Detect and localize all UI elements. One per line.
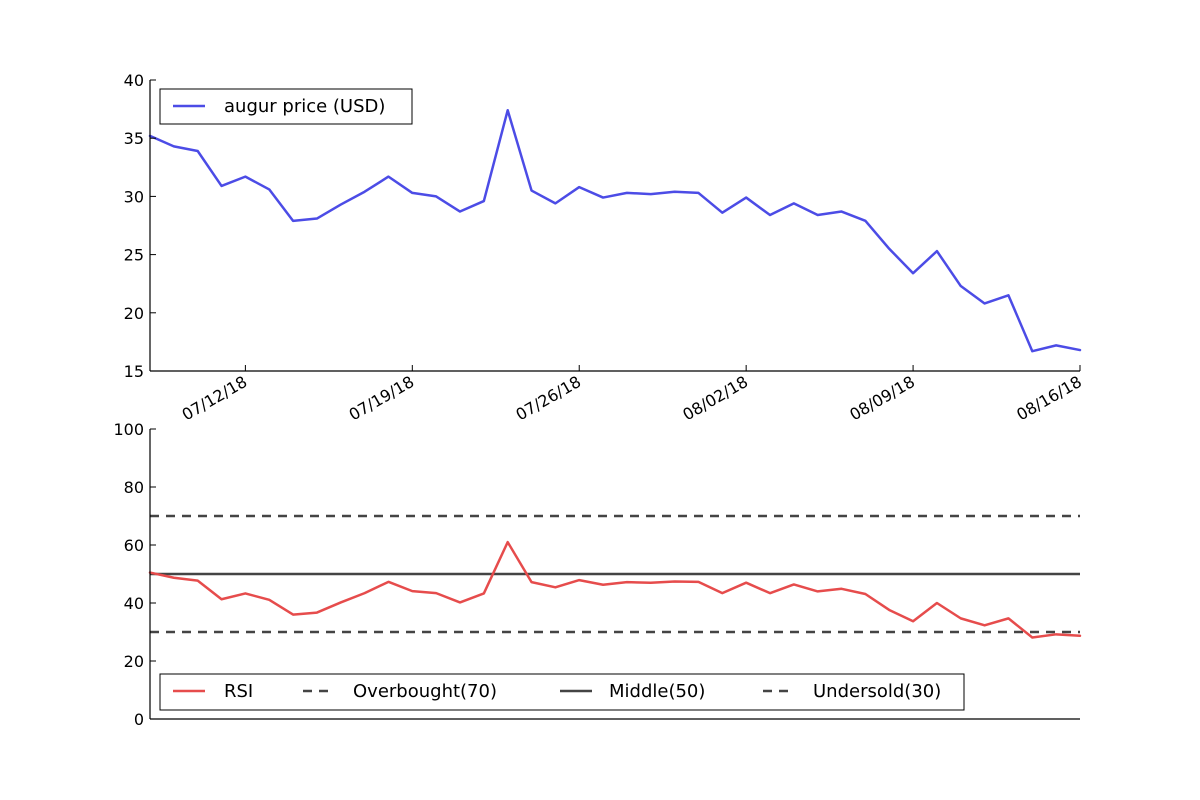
rsi-y-tick-label: 0 (134, 710, 144, 729)
price-legend-label: augur price (USD) (224, 96, 385, 117)
price-y-tick-label: 30 (124, 187, 144, 206)
rsi-series-layer (148, 540, 1082, 639)
rsi-legend: RSI Overbought(70) Middle(50) Undersold(… (159, 673, 965, 711)
price-y-tick-label: 15 (124, 362, 144, 381)
price-axes (149, 80, 1080, 372)
rsi-legend-label-undersold: Undersold(30) (813, 681, 941, 702)
price-y-tick-label: 25 (124, 246, 144, 265)
rsi-y-tick-label: 60 (124, 536, 144, 555)
price-y-ticks: 15 20 25 30 35 40 (124, 71, 156, 381)
price-y-tick-label: 40 (124, 71, 144, 90)
rsi-axes (149, 429, 1080, 720)
price-y-tick-label: 35 (124, 129, 144, 148)
rsi-legend-label-overbought: Overbought(70) (353, 681, 497, 702)
price-legend: augur price (USD) (159, 88, 413, 125)
rsi-series-line-rsi (148, 540, 1082, 639)
rsi-legend-label-rsi: RSI (224, 681, 253, 702)
rsi-y-tick-label: 100 (113, 420, 144, 439)
rsi-y-tick-label: 80 (124, 478, 144, 497)
rsi-panel: 0 20 40 60 80 100 RSI Overbought(70) Middle(5… (113, 420, 1082, 729)
rsi-reference-lines (150, 514, 1080, 634)
rsi-legend-label-middle: Middle(50) (609, 681, 705, 702)
price-series-layer (148, 109, 1082, 353)
rsi-y-tick-label: 20 (124, 652, 144, 671)
rsi-y-tick-label: 40 (124, 594, 144, 613)
price-y-tick-label: 20 (124, 304, 144, 323)
rsi-y-ticks: 0 20 40 60 80 100 (113, 420, 156, 729)
price-series-line-augur-price-usd (148, 109, 1082, 353)
